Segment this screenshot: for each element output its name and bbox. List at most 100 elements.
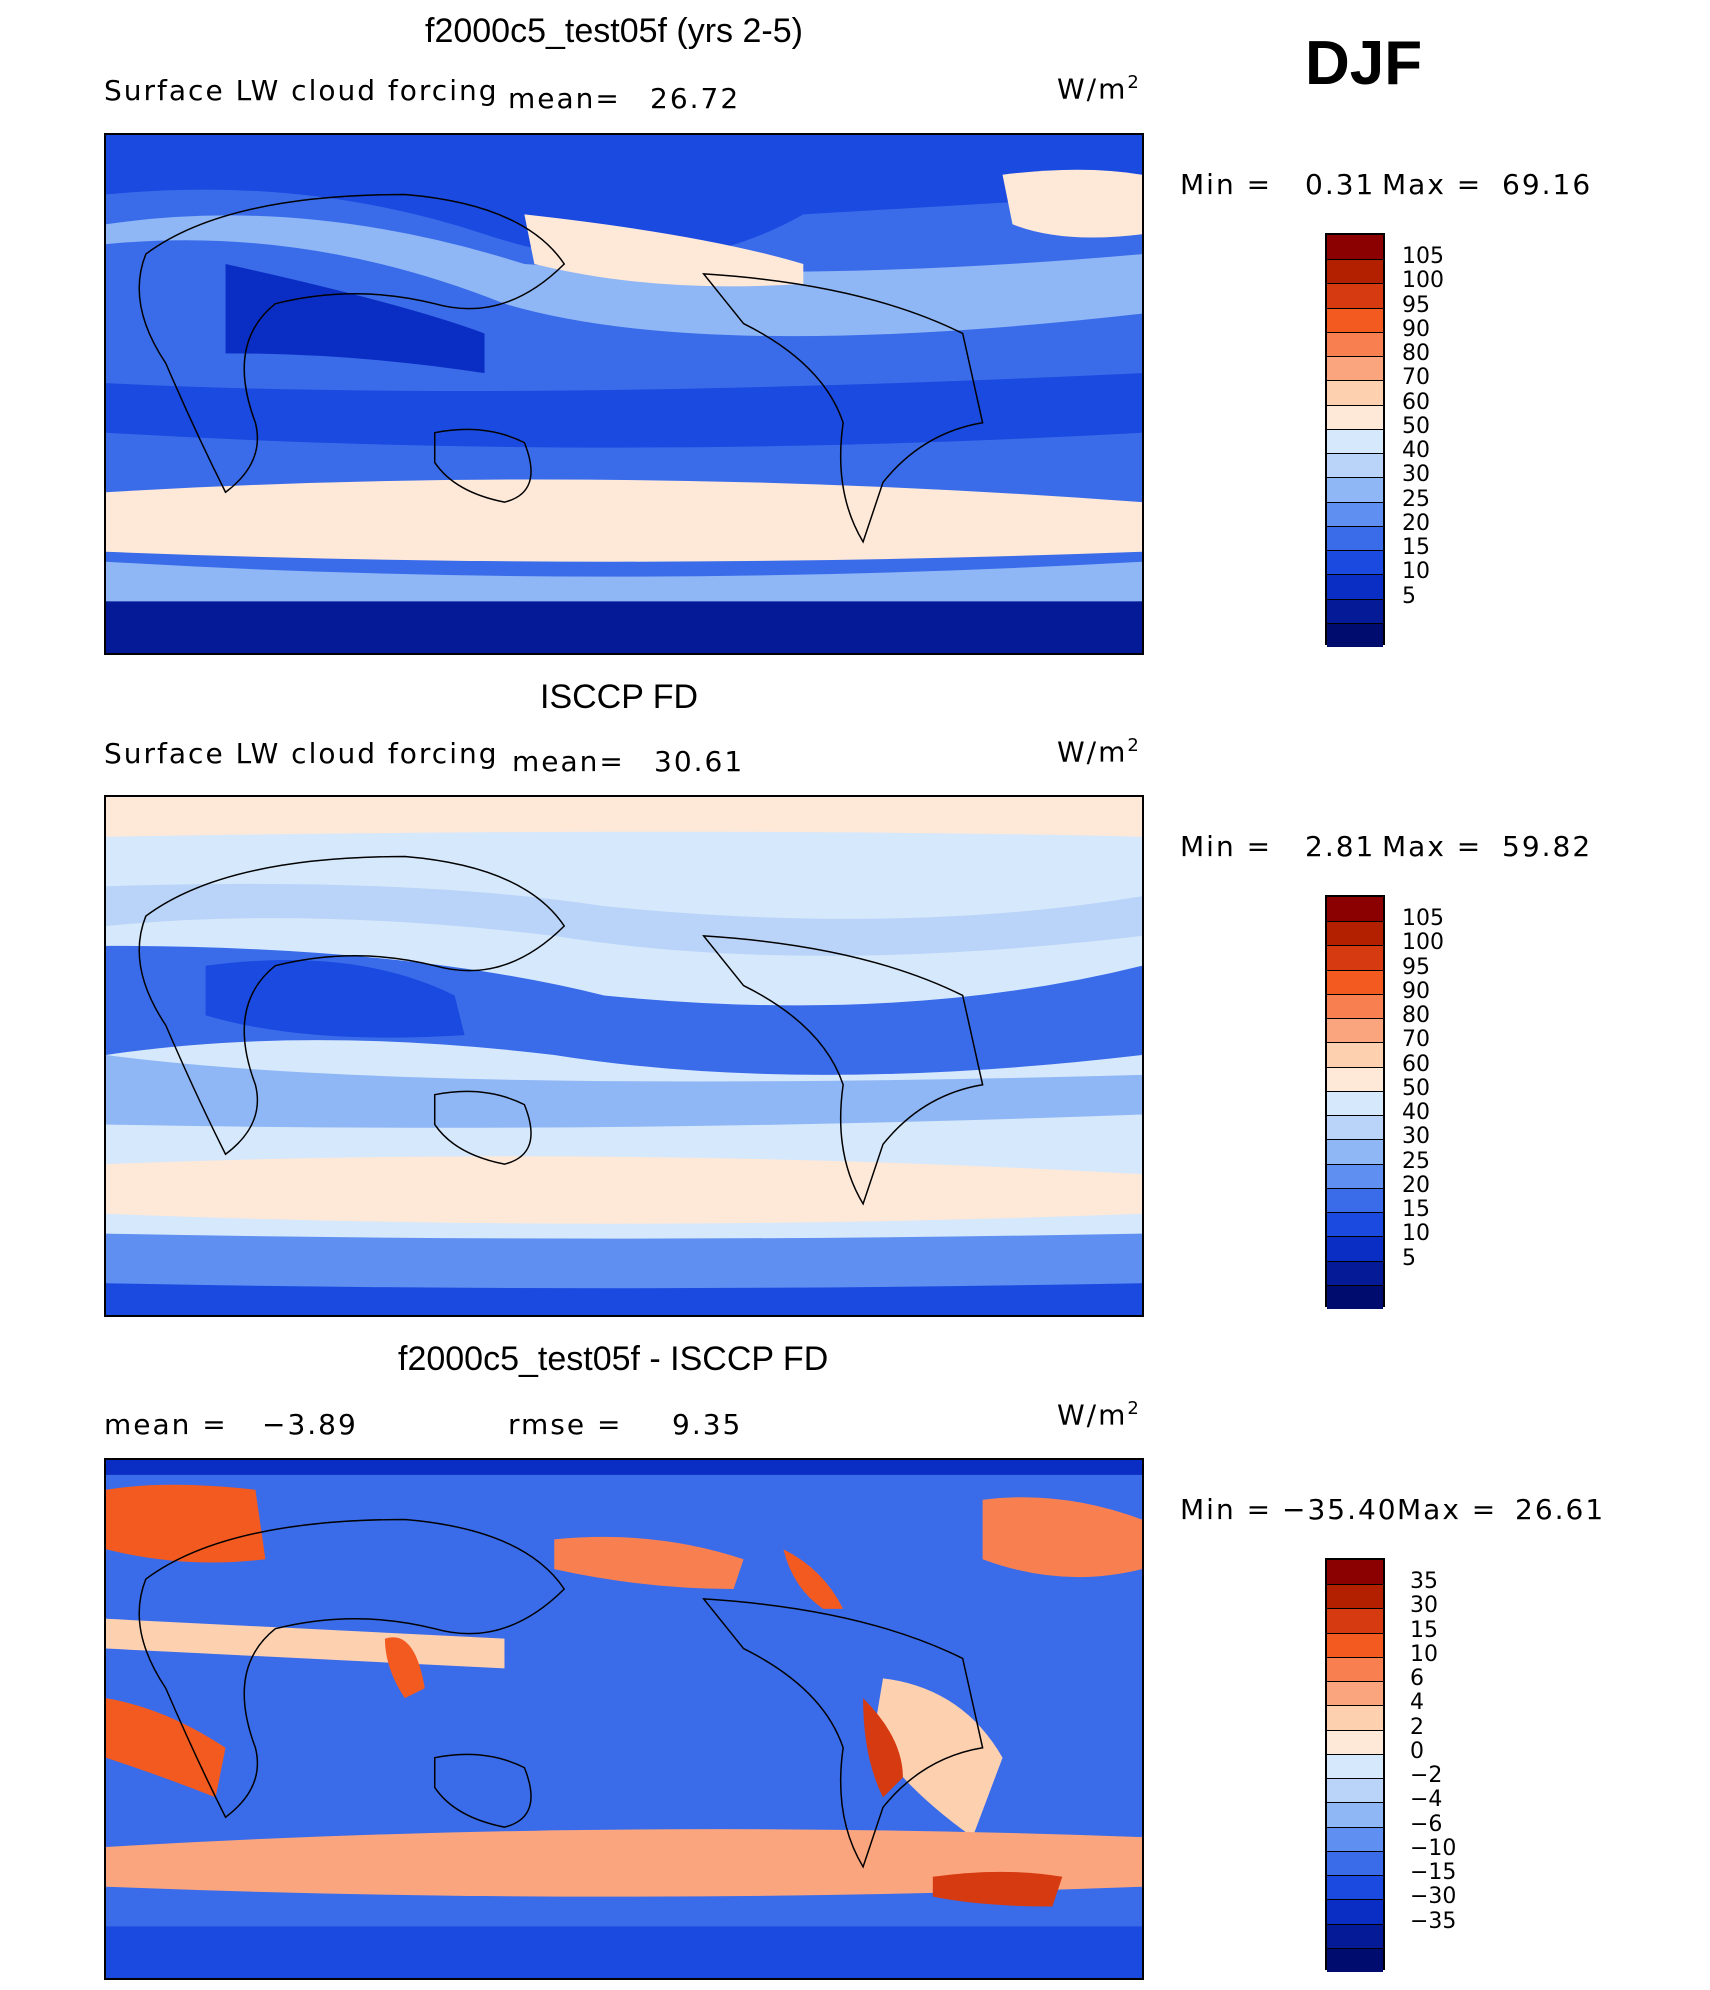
colorbar-tick-label: 105 <box>1402 906 1444 932</box>
colorbar-tick-label: 95 <box>1402 292 1430 318</box>
panel2-min-value: 2.81 <box>1305 830 1376 863</box>
colorbar-tick-label: −6 <box>1410 1811 1443 1837</box>
colorbar-tick-label: 95 <box>1402 954 1430 980</box>
colorbar-tick-label: 25 <box>1402 1148 1430 1174</box>
colorbar-tick-label: 60 <box>1402 389 1430 415</box>
panel3-rmse-label: rmse = <box>508 1408 623 1441</box>
colorbar-tick-label: 10 <box>1402 1221 1430 1247</box>
colorbar-tick-label: 15 <box>1402 1197 1430 1223</box>
colorbar-segment <box>1327 1899 1383 1924</box>
colorbar-tick-label: 4 <box>1410 1690 1424 1716</box>
colorbar-segment <box>1327 969 1383 994</box>
colorbar-segment <box>1327 1778 1383 1803</box>
colorbar-tick-label: 50 <box>1402 413 1430 439</box>
panel3-map <box>104 1458 1144 1980</box>
panel3-colorbar <box>1325 1558 1385 1972</box>
colorbar-tick-label: −10 <box>1410 1835 1457 1861</box>
colorbar-segment <box>1327 574 1383 599</box>
panel2-min-label: Min = <box>1180 830 1273 863</box>
colorbar-tick-label: −15 <box>1410 1860 1457 1886</box>
panel2-max-value: 59.82 <box>1502 830 1593 863</box>
panel3-max-label: Max = <box>1397 1493 1498 1526</box>
panel1-min-value: 0.31 <box>1305 168 1376 201</box>
colorbar-segment <box>1327 1260 1383 1285</box>
colorbar-tick-label: 80 <box>1402 341 1430 367</box>
colorbar-tick-label: 20 <box>1402 1172 1430 1198</box>
panel2-colorbar <box>1325 895 1385 1309</box>
colorbar-tick-label: 90 <box>1402 316 1430 342</box>
colorbar-segment <box>1327 1236 1383 1261</box>
colorbar-segment <box>1327 477 1383 502</box>
panel3-title: f2000c5_test05f - ISCCP FD <box>398 1340 829 1378</box>
panel1-colorbar <box>1325 233 1385 647</box>
colorbar-segment <box>1327 550 1383 575</box>
colorbar-segment <box>1327 1705 1383 1730</box>
colorbar-segment <box>1327 897 1383 922</box>
panel3-mean-label: mean = <box>104 1408 228 1441</box>
panel1-max-label: Max = <box>1382 168 1483 201</box>
season-label: DJF <box>1305 29 1423 98</box>
colorbar-tick-label: 50 <box>1402 1075 1430 1101</box>
colorbar-tick-label: 6 <box>1410 1666 1424 1692</box>
colorbar-segment <box>1327 307 1383 332</box>
colorbar-tick-label: 70 <box>1402 1027 1430 1053</box>
colorbar-segment <box>1327 1850 1383 1876</box>
panel1-mean-label: mean= <box>508 82 621 115</box>
colorbar-tick-label: 100 <box>1402 268 1444 294</box>
panel2-mean-value: 30.61 <box>654 745 745 778</box>
colorbar-segment <box>1327 1753 1383 1779</box>
panel3-rmse-value: 9.35 <box>672 1408 743 1441</box>
panel1-units: W/m2 <box>1057 72 1141 106</box>
colorbar-tick-label: 100 <box>1402 930 1444 956</box>
colorbar-segment <box>1327 1826 1383 1851</box>
colorbar-tick-label: 35 <box>1410 1569 1438 1595</box>
colorbar-segment <box>1327 1802 1383 1827</box>
colorbar-segment <box>1327 945 1383 970</box>
colorbar-segment <box>1327 525 1383 551</box>
colorbar-segment <box>1327 1632 1383 1657</box>
colorbar-tick-label: 20 <box>1402 510 1430 536</box>
colorbar-segment <box>1327 1656 1383 1682</box>
colorbar-segment <box>1327 428 1383 454</box>
colorbar-segment <box>1327 1042 1383 1067</box>
panel3-units: W/m2 <box>1057 1398 1141 1432</box>
colorbar-segment <box>1327 598 1383 623</box>
colorbar-segment <box>1327 1139 1383 1164</box>
colorbar-segment <box>1327 501 1383 526</box>
colorbar-tick-label: 90 <box>1402 978 1430 1004</box>
panel1-map <box>104 133 1144 655</box>
colorbar-tick-label: 15 <box>1402 535 1430 561</box>
colorbar-tick-label: 60 <box>1402 1051 1430 1077</box>
panel3-mean-value: −3.89 <box>262 1408 358 1441</box>
colorbar-tick-label: −35 <box>1410 1908 1457 1934</box>
colorbar-segment <box>1327 622 1383 647</box>
colorbar-segment <box>1327 1212 1383 1237</box>
colorbar-segment <box>1327 356 1383 381</box>
colorbar-tick-label: −2 <box>1410 1763 1443 1789</box>
colorbar-segment <box>1327 1560 1383 1585</box>
colorbar-tick-label: 80 <box>1402 1003 1430 1029</box>
colorbar-segment <box>1327 921 1383 946</box>
colorbar-segment <box>1327 1187 1383 1213</box>
colorbar-tick-label: 0 <box>1410 1738 1424 1764</box>
colorbar-tick-label: 25 <box>1402 486 1430 512</box>
colorbar-segment <box>1327 1947 1383 1972</box>
colorbar-segment <box>1327 1163 1383 1188</box>
colorbar-tick-label: 15 <box>1410 1617 1438 1643</box>
panel2-map <box>104 795 1144 1317</box>
colorbar-segment <box>1327 453 1383 478</box>
colorbar-tick-label: 70 <box>1402 365 1430 391</box>
colorbar-tick-label: 5 <box>1402 583 1416 609</box>
panel2-units: W/m2 <box>1057 735 1141 769</box>
colorbar-tick-label: 10 <box>1410 1641 1438 1667</box>
panel1-variable: Surface LW cloud forcing <box>104 74 499 107</box>
colorbar-segment <box>1327 1608 1383 1633</box>
colorbar-segment <box>1327 331 1383 357</box>
colorbar-tick-label: 2 <box>1410 1714 1424 1740</box>
colorbar-segment <box>1327 1090 1383 1116</box>
colorbar-segment <box>1327 1681 1383 1706</box>
colorbar-segment <box>1327 283 1383 308</box>
panel2-max-label: Max = <box>1382 830 1483 863</box>
colorbar-segment <box>1327 1066 1383 1091</box>
colorbar-segment <box>1327 1584 1383 1609</box>
